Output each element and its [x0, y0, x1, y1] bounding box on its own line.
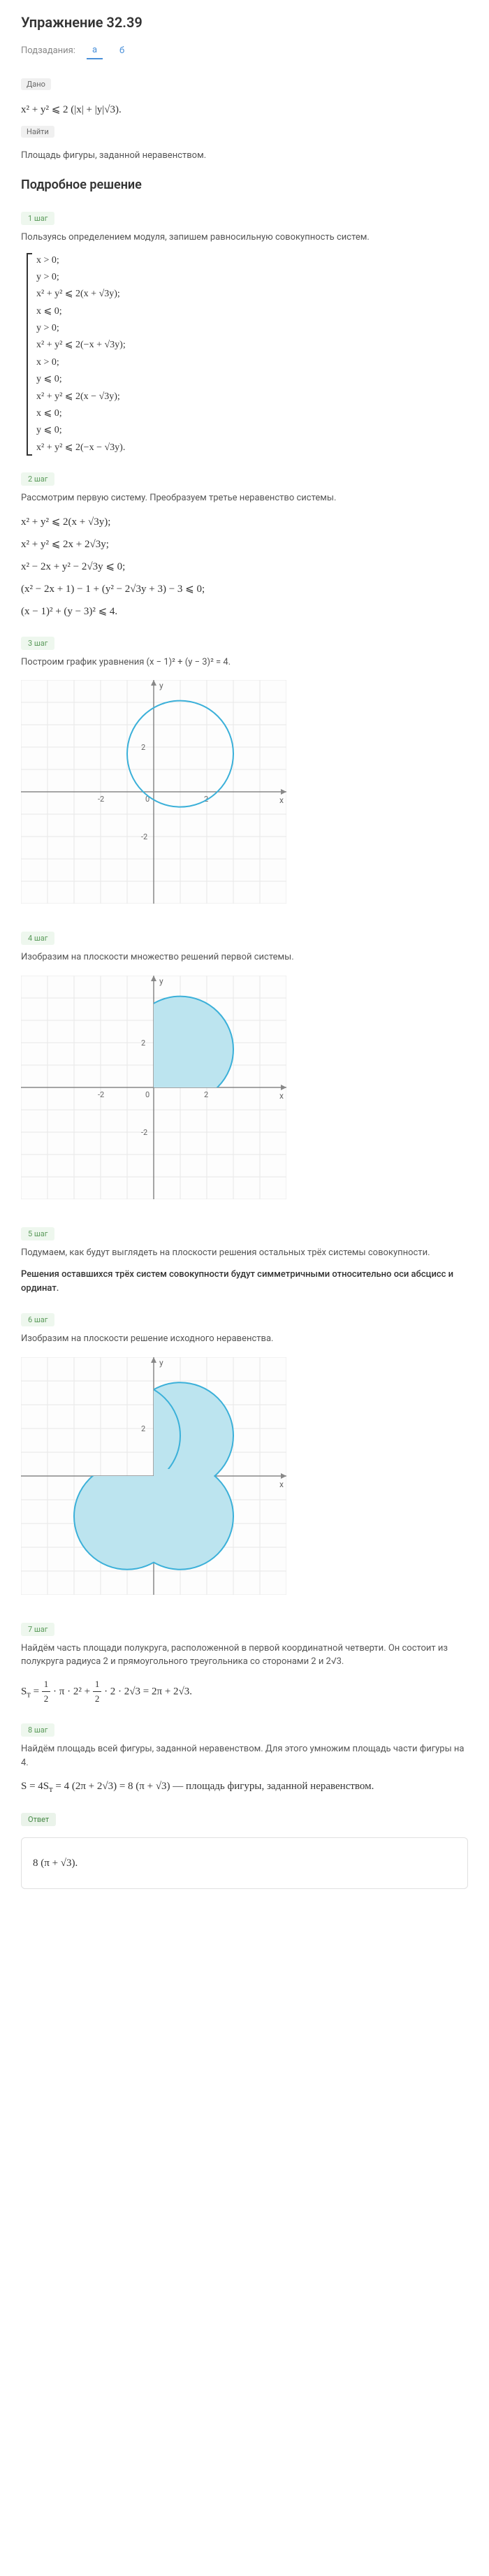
chart-wrap-6: xy0-22-22	[21, 1357, 468, 1595]
step-bold-5: Решения оставшихся трёх систем совокупно…	[21, 1268, 468, 1295]
step-badge-5: 5 шаг	[21, 1227, 54, 1240]
svg-text:y: y	[159, 681, 163, 690]
math-line: x² − 2x + y² − 2√3y ⩽ 0;	[21, 558, 468, 575]
answer-box: 8 (π + √3).	[21, 1837, 468, 1889]
find-badge: Найти	[21, 126, 54, 138]
subtask-label: Подзадания:	[21, 45, 75, 56]
system-line: y > 0;	[36, 321, 468, 336]
step-text-7: Найдём часть площади полукруга, располож…	[21, 1642, 468, 1669]
step-badge-1: 1 шаг	[21, 212, 54, 225]
answer-math: 8 (π + √3).	[33, 1855, 456, 1872]
answer-badge: Ответ	[21, 1813, 56, 1826]
step-badge-6: 6 шаг	[21, 1313, 54, 1326]
system-line: x ⩽ 0;	[36, 406, 468, 421]
system-line: y > 0;	[36, 270, 468, 285]
math-line: x² + y² ⩽ 2x + 2√3y;	[21, 536, 468, 553]
page-title: Упражнение 32.39	[21, 14, 468, 31]
svg-text:2: 2	[141, 1424, 145, 1433]
svg-text:-2: -2	[98, 1090, 104, 1099]
step-badge-4: 4 шаг	[21, 932, 54, 945]
system-line: x² + y² ⩽ 2(−x − √3y).	[36, 440, 468, 456]
step-badge-7: 7 шаг	[21, 1623, 54, 1636]
chart-four-lobes: xy0-22-22	[21, 1357, 286, 1595]
svg-text:0: 0	[145, 1090, 149, 1099]
svg-text:2: 2	[204, 1090, 208, 1099]
system-line: x² + y² ⩽ 2(−x + √3y);	[36, 338, 468, 353]
step-text-5: Подумаем, как будут выглядеть на плоскос…	[21, 1246, 468, 1260]
step-badge-2: 2 шаг	[21, 472, 54, 486]
system-line: x > 0;	[36, 253, 468, 268]
svg-text:y: y	[159, 976, 163, 986]
svg-text:x: x	[279, 795, 284, 805]
math-line: (x² − 2x + 1) − 1 + (y² − 2√3y + 3) − 3 …	[21, 581, 468, 598]
system-line: x > 0;	[36, 355, 468, 370]
find-text: Площадь фигуры, заданной неравенством.	[21, 150, 468, 161]
math-line: S = 4Sт = 4 (2π + 2√3) = 8 (π + √3) — пл…	[21, 1778, 468, 1796]
step-text-4: Изобразим на плоскости множество решений…	[21, 950, 468, 964]
subtask-tabs: Подзадания: а б	[21, 42, 468, 59]
svg-text:y: y	[159, 1358, 163, 1368]
given-math: x² + y² ⩽ 2 (|x| + |y|√3).	[21, 101, 468, 118]
system-line: y ⩽ 0;	[36, 372, 468, 387]
step-text-1: Пользуясь определением модуля, запишем р…	[21, 231, 468, 245]
math-line: Sт = 12 · π · 2² + 12 · 2 · 2√3 = 2π + 2…	[21, 1677, 468, 1707]
svg-text:-2: -2	[141, 832, 147, 841]
system-line: y ⩽ 0;	[36, 423, 468, 438]
svg-text:2: 2	[141, 1039, 145, 1048]
svg-text:-2: -2	[98, 795, 104, 804]
step-text-8: Найдём площадь всей фигуры, заданной нер…	[21, 1742, 468, 1770]
chart: x y 0 -2 2 -2 2	[21, 976, 286, 1199]
svg-text:x: x	[279, 1479, 284, 1489]
step-text-3: Построим график уравнения (x − 1)² + (y …	[21, 656, 468, 670]
svg-text:-2: -2	[141, 1128, 147, 1137]
chart-wrap-4: x y 0 -2 2 -2 2	[21, 976, 468, 1199]
system-line: x ⩽ 0;	[36, 304, 468, 319]
math-line: (x − 1)² + (y − 3)² ⩽ 4.	[21, 603, 468, 620]
given-badge: Дано	[21, 78, 51, 90]
tab-b[interactable]: б	[114, 43, 130, 59]
math-line: x² + y² ⩽ 2(x + √3y);	[21, 514, 468, 530]
system-line: x² + y² ⩽ 2(x − √3y);	[36, 389, 468, 405]
step-text-6: Изобразим на плоскости решение исходного…	[21, 1332, 468, 1346]
step-badge-3: 3 шаг	[21, 637, 54, 650]
step-text-2: Рассмотрим первую систему. Преобразуем т…	[21, 491, 468, 505]
chart: xy0-22-22	[21, 680, 286, 904]
svg-text:2: 2	[141, 743, 145, 752]
chart-wrap-3: xy0-22-22	[21, 680, 468, 904]
solution-title: Подробное решение	[21, 178, 468, 192]
tab-a[interactable]: а	[87, 42, 103, 59]
system-block: x > 0; y > 0; x² + y² ⩽ 2(x + √3y); x ⩽ 0; y…	[27, 253, 468, 456]
svg-text:x: x	[279, 1091, 284, 1101]
step-badge-8: 8 шаг	[21, 1723, 54, 1737]
system-line: x² + y² ⩽ 2(x + √3y);	[36, 287, 468, 302]
